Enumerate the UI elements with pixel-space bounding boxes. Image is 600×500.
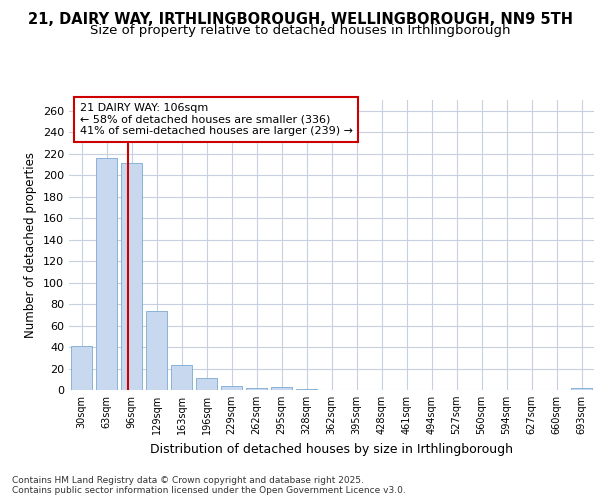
Bar (296, 389, 317, 390)
Bar (196, 378, 217, 390)
Text: Size of property relative to detached houses in Irthlingborough: Size of property relative to detached ho… (90, 24, 510, 37)
Bar (121, 164, 142, 390)
Bar (221, 386, 242, 390)
X-axis label: Distribution of detached houses by size in Irthlingborough: Distribution of detached houses by size … (150, 442, 513, 456)
Y-axis label: Number of detached properties: Number of detached properties (25, 152, 37, 338)
Bar (96, 158, 117, 390)
Bar (271, 387, 292, 390)
Bar (246, 388, 267, 390)
Text: 21, DAIRY WAY, IRTHLINGBOROUGH, WELLINGBOROUGH, NN9 5TH: 21, DAIRY WAY, IRTHLINGBOROUGH, WELLINGB… (28, 12, 572, 28)
Text: 21 DAIRY WAY: 106sqm
← 58% of detached houses are smaller (336)
41% of semi-deta: 21 DAIRY WAY: 106sqm ← 58% of detached h… (79, 103, 353, 136)
Text: Contains HM Land Registry data © Crown copyright and database right 2025.
Contai: Contains HM Land Registry data © Crown c… (12, 476, 406, 495)
Bar (71, 346, 92, 390)
Bar (146, 310, 167, 390)
Bar (171, 366, 192, 390)
Bar (571, 388, 592, 390)
